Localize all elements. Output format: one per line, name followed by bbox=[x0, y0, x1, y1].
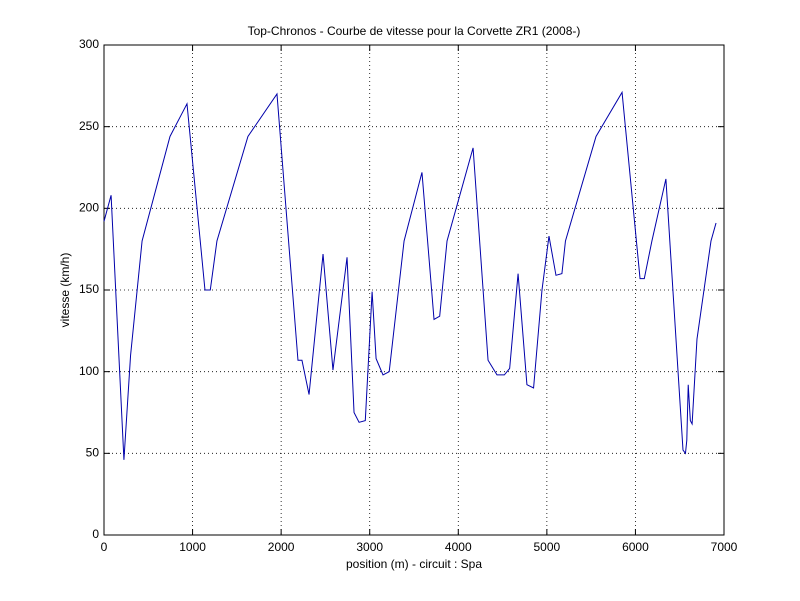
x-axis-label: position (m) - circuit : Spa bbox=[346, 557, 482, 571]
x-tick-label: 4000 bbox=[445, 540, 472, 554]
x-tick-label: 1000 bbox=[179, 540, 206, 554]
y-axis-label: vitesse (km/h) bbox=[58, 253, 72, 328]
y-tick-label: 250 bbox=[79, 119, 99, 133]
axes-box bbox=[103, 44, 725, 536]
x-tick-label: 7000 bbox=[711, 540, 738, 554]
x-tick-label: 3000 bbox=[356, 540, 383, 554]
y-tick-label: 50 bbox=[86, 446, 100, 460]
data-line bbox=[103, 90, 717, 460]
y-tick-label: 300 bbox=[79, 37, 99, 51]
chart-title: Top-Chronos - Courbe de vitesse pour la … bbox=[248, 24, 581, 38]
x-tick-label: 6000 bbox=[622, 540, 649, 554]
x-tick-label: 0 bbox=[101, 540, 108, 554]
y-tick-label: 0 bbox=[92, 527, 99, 541]
x-tick-label: 5000 bbox=[534, 540, 561, 554]
y-tick-label: 200 bbox=[79, 201, 99, 215]
x-tick-label: 2000 bbox=[268, 540, 295, 554]
y-tick-label: 150 bbox=[79, 282, 99, 296]
y-tick-label: 100 bbox=[79, 364, 99, 378]
